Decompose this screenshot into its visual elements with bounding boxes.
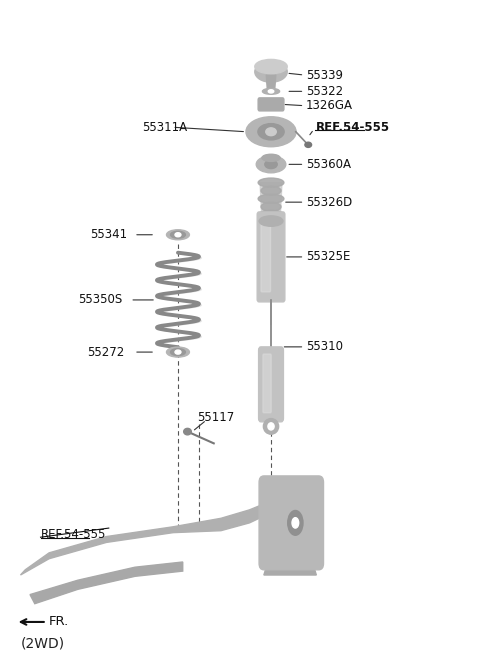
Polygon shape xyxy=(260,182,282,227)
Ellipse shape xyxy=(170,232,185,238)
Ellipse shape xyxy=(255,62,287,82)
Ellipse shape xyxy=(259,216,283,226)
Ellipse shape xyxy=(263,89,280,94)
Ellipse shape xyxy=(288,510,303,535)
Text: 55325E: 55325E xyxy=(306,251,350,264)
FancyBboxPatch shape xyxy=(259,476,324,570)
Ellipse shape xyxy=(268,90,274,93)
FancyBboxPatch shape xyxy=(261,220,271,292)
Text: 55322: 55322 xyxy=(306,85,343,98)
Ellipse shape xyxy=(261,202,281,211)
Ellipse shape xyxy=(258,194,284,203)
Text: (2WD): (2WD) xyxy=(21,637,65,651)
Ellipse shape xyxy=(264,419,279,434)
Ellipse shape xyxy=(261,218,281,228)
Text: 55341: 55341 xyxy=(90,228,127,241)
Ellipse shape xyxy=(261,186,281,195)
Ellipse shape xyxy=(305,142,312,148)
Ellipse shape xyxy=(255,60,287,73)
Ellipse shape xyxy=(258,123,284,140)
FancyBboxPatch shape xyxy=(258,98,284,111)
Ellipse shape xyxy=(167,230,190,239)
Polygon shape xyxy=(21,502,278,575)
Text: 55360A: 55360A xyxy=(306,158,351,171)
Text: REF.54-555: REF.54-555 xyxy=(40,528,106,541)
Text: 55272: 55272 xyxy=(87,346,124,359)
Polygon shape xyxy=(30,562,183,604)
Ellipse shape xyxy=(167,347,190,357)
FancyBboxPatch shape xyxy=(259,347,283,422)
Ellipse shape xyxy=(266,128,276,136)
Ellipse shape xyxy=(256,156,286,173)
Polygon shape xyxy=(264,560,316,575)
Ellipse shape xyxy=(175,233,181,237)
FancyBboxPatch shape xyxy=(257,212,285,302)
Text: 55310: 55310 xyxy=(306,340,343,354)
Polygon shape xyxy=(266,75,276,88)
Text: 1326GA: 1326GA xyxy=(306,99,353,112)
Text: 55326D: 55326D xyxy=(306,195,352,209)
Ellipse shape xyxy=(268,423,274,430)
Text: 55350S: 55350S xyxy=(78,293,122,306)
Ellipse shape xyxy=(292,518,299,528)
Ellipse shape xyxy=(258,178,284,187)
Ellipse shape xyxy=(265,160,277,169)
Ellipse shape xyxy=(262,154,280,161)
Text: FR.: FR. xyxy=(49,615,70,628)
Text: 55339: 55339 xyxy=(306,68,343,81)
Ellipse shape xyxy=(184,428,192,435)
Ellipse shape xyxy=(246,117,296,147)
Ellipse shape xyxy=(175,350,181,354)
Ellipse shape xyxy=(258,211,284,219)
Text: REF.54-555: REF.54-555 xyxy=(315,121,390,134)
Text: 55311A: 55311A xyxy=(142,121,187,134)
Text: 55117: 55117 xyxy=(197,411,234,424)
FancyBboxPatch shape xyxy=(263,354,271,413)
Ellipse shape xyxy=(170,348,185,356)
